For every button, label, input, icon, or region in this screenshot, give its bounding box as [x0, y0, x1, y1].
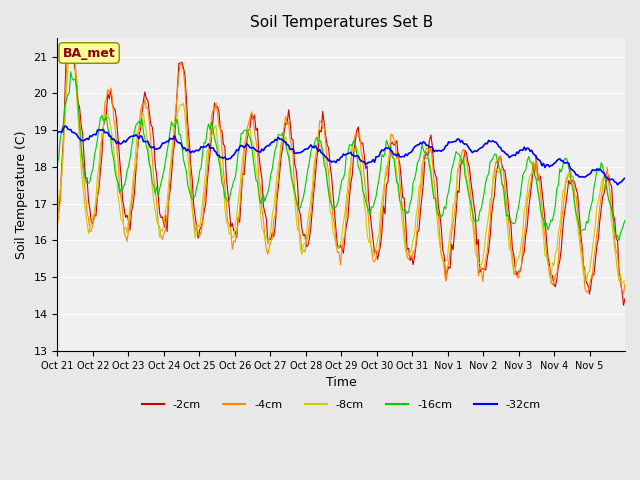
Title: Soil Temperatures Set B: Soil Temperatures Set B [250, 15, 433, 30]
Y-axis label: Soil Temperature (C): Soil Temperature (C) [15, 130, 28, 259]
Text: BA_met: BA_met [63, 47, 115, 60]
Legend: -2cm, -4cm, -8cm, -16cm, -32cm: -2cm, -4cm, -8cm, -16cm, -32cm [138, 395, 545, 414]
X-axis label: Time: Time [326, 376, 356, 389]
